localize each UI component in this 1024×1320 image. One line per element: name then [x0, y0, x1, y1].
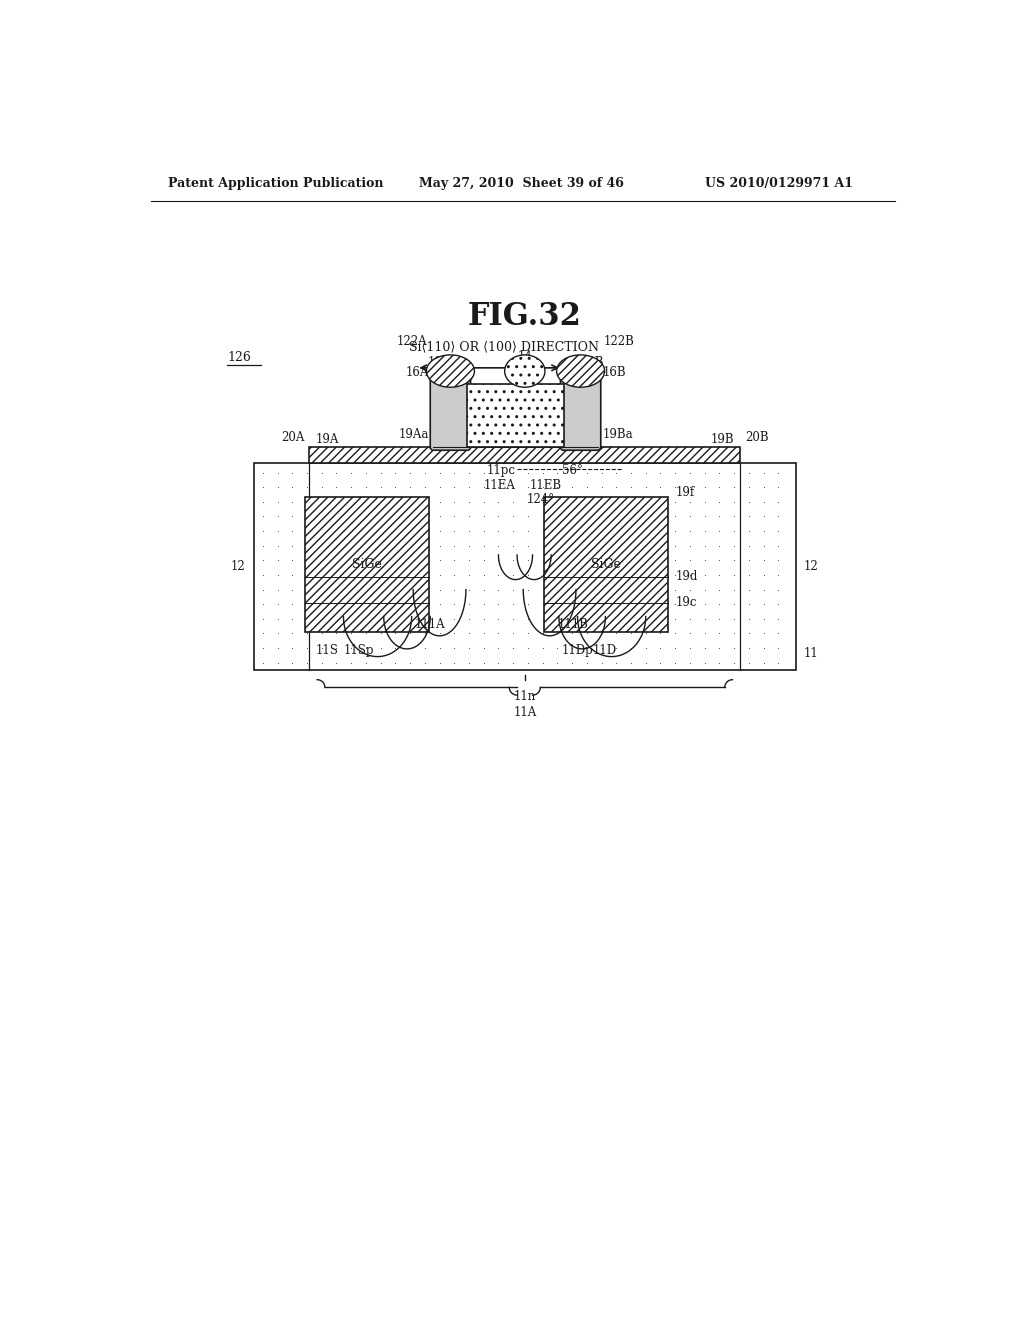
- Text: 19c: 19c: [676, 597, 697, 610]
- FancyBboxPatch shape: [430, 376, 471, 450]
- Text: 11EB: 11EB: [529, 479, 561, 492]
- Text: 14: 14: [517, 350, 532, 363]
- FancyBboxPatch shape: [560, 376, 601, 450]
- Text: 11pc: 11pc: [486, 463, 515, 477]
- Text: 11S: 11S: [316, 644, 339, 657]
- Bar: [254, 462, 796, 671]
- Bar: [544, 498, 669, 632]
- Text: 19f: 19f: [676, 486, 695, 499]
- Text: 18B: 18B: [581, 356, 604, 370]
- Bar: [467, 384, 563, 447]
- Text: Si⟨110⟩ OR ⟨100⟩ DIRECTION: Si⟨110⟩ OR ⟨100⟩ DIRECTION: [409, 341, 599, 354]
- Text: 19B: 19B: [711, 433, 734, 446]
- Text: 111B: 111B: [557, 618, 588, 631]
- Text: 122A: 122A: [396, 335, 427, 348]
- Text: 11n: 11n: [514, 690, 536, 704]
- Text: 126: 126: [227, 351, 251, 363]
- Text: FIG.32: FIG.32: [468, 301, 582, 331]
- Text: 12: 12: [804, 560, 818, 573]
- Bar: [309, 447, 740, 462]
- Ellipse shape: [557, 355, 604, 387]
- Ellipse shape: [505, 355, 545, 387]
- Text: 19Ba: 19Ba: [602, 428, 633, 441]
- Ellipse shape: [426, 355, 474, 387]
- Text: May 27, 2010  Sheet 39 of 46: May 27, 2010 Sheet 39 of 46: [419, 177, 624, 190]
- Text: Patent Application Publication: Patent Application Publication: [168, 177, 384, 190]
- Text: 11Dp: 11Dp: [562, 644, 594, 657]
- Text: 13: 13: [571, 447, 586, 461]
- Text: 12: 12: [231, 560, 246, 573]
- Text: 19A: 19A: [315, 433, 339, 446]
- Text: SiGe: SiGe: [591, 558, 622, 572]
- Text: 16A: 16A: [406, 366, 429, 379]
- Text: 11D: 11D: [593, 644, 617, 657]
- Text: 16B: 16B: [602, 366, 626, 379]
- Bar: [305, 498, 429, 632]
- Text: 11EA: 11EA: [483, 479, 515, 492]
- Text: 111A: 111A: [415, 618, 445, 631]
- Text: 20B: 20B: [744, 430, 769, 444]
- Text: 19d: 19d: [676, 570, 698, 583]
- Text: 124°: 124°: [526, 492, 554, 506]
- Text: 11Sp: 11Sp: [343, 644, 374, 657]
- Text: 56°: 56°: [562, 463, 583, 477]
- Text: 19g: 19g: [499, 451, 521, 465]
- Text: SiGe: SiGe: [352, 558, 382, 572]
- Text: 11: 11: [804, 647, 818, 660]
- Text: 11A: 11A: [513, 706, 537, 719]
- Text: 18A: 18A: [427, 356, 451, 370]
- Text: 122B: 122B: [604, 335, 635, 348]
- Text: 20A: 20A: [282, 430, 305, 444]
- Text: 20C: 20C: [513, 360, 537, 374]
- Text: 19Aa: 19Aa: [398, 428, 429, 441]
- Text: US 2010/0129971 A1: US 2010/0129971 A1: [706, 177, 853, 190]
